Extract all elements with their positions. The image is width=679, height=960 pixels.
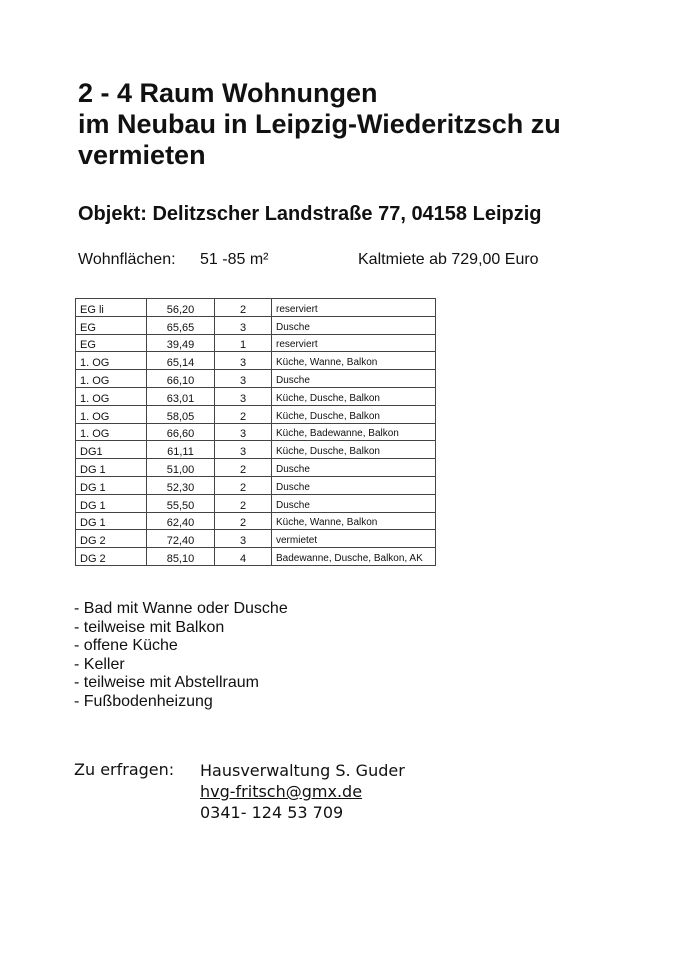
rooms-cell: 2 xyxy=(214,493,272,513)
floor-cell: 1. OG xyxy=(75,404,147,424)
rooms-cell: 2 xyxy=(214,475,272,495)
rooms-cell: 3 xyxy=(214,422,272,442)
living-area-label: Wohnflächen: xyxy=(78,251,176,268)
contact-label: Zu erfragen: xyxy=(74,760,175,779)
notes-cell: Küche, Dusche, Balkon xyxy=(271,440,436,460)
floor-cell: EG xyxy=(75,315,147,335)
rooms-cell: 4 xyxy=(214,547,272,566)
floor-cell: 1. OG xyxy=(75,351,147,371)
table-row: DG 1 51,00 2 Dusche xyxy=(75,458,436,477)
base-rent: Kaltmiete ab 729,00 Euro xyxy=(358,251,539,268)
table-row: DG 2 85,10 4 Badewanne, Dusche, Balkon, AK xyxy=(75,547,436,566)
area-cell: 72,40 xyxy=(146,529,215,549)
title-line: im Neubau in Leipzig-Wiederitzsch zu xyxy=(78,109,561,139)
area-cell: 39,49 xyxy=(146,333,215,353)
floor-cell: DG 2 xyxy=(75,547,147,566)
rooms-cell: 2 xyxy=(214,298,272,317)
table-row: 1. OG 63,01 3 Küche, Dusche, Balkon xyxy=(75,386,436,406)
table-row: EG 65,65 3 Dusche xyxy=(75,315,436,335)
object-address: Objekt: Delitzscher Landstraße 77, 04158… xyxy=(78,203,542,225)
rooms-cell: 3 xyxy=(214,529,272,549)
feature-item: - Bad mit Wanne oder Dusche xyxy=(74,600,288,617)
floor-cell: 1. OG xyxy=(75,369,147,388)
floor-cell: DG 1 xyxy=(75,511,147,531)
feature-item: - Fußbodenheizung xyxy=(74,692,213,710)
table-row: EG li 56,20 2 reserviert xyxy=(75,298,436,317)
area-cell: 65,65 xyxy=(146,315,215,335)
table-row: 1. OG 66,60 3 Küche, Badewanne, Balkon xyxy=(75,422,436,442)
table-row: EG 39,49 1 reserviert xyxy=(75,333,436,353)
contact-phone: 0341- 124 53 709 xyxy=(200,803,344,822)
notes-cell: reserviert xyxy=(271,333,436,353)
title-line: 2 - 4 Raum Wohnungen xyxy=(78,78,378,108)
table-row: DG 1 55,50 2 Dusche xyxy=(75,493,436,513)
floor-cell: 1. OG xyxy=(75,386,147,406)
contact-email-link[interactable]: hvg-fritsch@gmx.de xyxy=(200,782,363,801)
table-row: 1. OG 65,14 3 Küche, Wanne, Balkon xyxy=(75,351,436,371)
floor-cell: EG xyxy=(75,333,147,353)
table-row: DG 1 62,40 2 Küche, Wanne, Balkon xyxy=(75,511,436,531)
area-cell: 61,11 xyxy=(146,440,215,460)
notes-cell: Küche, Dusche, Balkon xyxy=(271,386,436,406)
floor-cell: DG 2 xyxy=(75,529,147,549)
rooms-cell: 2 xyxy=(214,511,272,531)
notes-cell: vermietet xyxy=(271,529,436,549)
feature-item: - Keller xyxy=(74,655,125,673)
notes-cell: Küche, Wanne, Balkon xyxy=(271,351,436,371)
notes-cell: Küche, Badewanne, Balkon xyxy=(271,422,436,442)
floor-cell: DG 1 xyxy=(75,475,147,495)
feature-list: - Bad mit Wanne oder Dusche - teilweise … xyxy=(74,600,288,711)
notes-cell: Dusche xyxy=(271,475,436,495)
table-row: DG1 61,11 3 Küche, Dusche, Balkon xyxy=(75,440,436,460)
rooms-cell: 2 xyxy=(214,404,272,424)
contact-name: Hausverwaltung S. Guder xyxy=(200,761,405,780)
feature-item: - teilweise mit Abstellraum xyxy=(74,674,259,691)
notes-cell: Dusche xyxy=(271,458,436,477)
living-area-value: 51 -85 m² xyxy=(200,251,269,268)
table-row: 1. OG 66,10 3 Dusche xyxy=(75,369,436,388)
rooms-cell: 3 xyxy=(214,386,272,406)
area-cell: 66,60 xyxy=(146,422,215,442)
rooms-cell: 3 xyxy=(214,315,272,335)
floor-cell: DG1 xyxy=(75,440,147,460)
area-cell: 62,40 xyxy=(146,511,215,531)
rooms-cell: 1 xyxy=(214,333,272,353)
page-title: 2 - 4 Raum Wohnungen im Neubau in Leipzi… xyxy=(78,78,638,171)
area-cell: 55,50 xyxy=(146,493,215,513)
floor-cell: DG 1 xyxy=(75,458,147,477)
notes-cell: Dusche xyxy=(271,369,436,388)
notes-cell: Dusche xyxy=(271,315,436,335)
notes-cell: reserviert xyxy=(271,298,436,317)
notes-cell: Badewanne, Dusche, Balkon, AK xyxy=(271,547,436,566)
area-cell: 65,14 xyxy=(146,351,215,371)
floor-cell: 1. OG xyxy=(75,422,147,442)
table-row: DG 1 52,30 2 Dusche xyxy=(75,475,436,495)
notes-cell: Küche, Dusche, Balkon xyxy=(271,404,436,424)
feature-item: - teilweise mit Balkon xyxy=(74,618,225,636)
rooms-cell: 3 xyxy=(214,351,272,371)
rooms-cell: 3 xyxy=(214,369,272,388)
notes-cell: Dusche xyxy=(271,493,436,513)
feature-item: - offene Küche xyxy=(74,637,178,654)
area-cell: 56,20 xyxy=(146,298,215,317)
rooms-cell: 2 xyxy=(214,458,272,477)
floor-cell: DG 1 xyxy=(75,493,147,513)
notes-cell: Küche, Wanne, Balkon xyxy=(271,511,436,531)
area-cell: 66,10 xyxy=(146,369,215,388)
area-cell: 63,01 xyxy=(146,386,215,406)
table-row: DG 2 72,40 3 vermietet xyxy=(75,529,436,549)
area-cell: 52,30 xyxy=(146,475,215,495)
apartment-table: EG li 56,20 2 reserviert EG 65,65 3 Dusche EG 39,… xyxy=(75,298,436,566)
area-cell: 85,10 xyxy=(146,547,215,566)
area-cell: 51,00 xyxy=(146,458,215,477)
area-cell: 58,05 xyxy=(146,404,215,424)
title-line: vermieten xyxy=(78,140,206,170)
contact-block: Hausverwaltung S. Guder hvg-fritsch@gmx.… xyxy=(200,760,405,823)
table-row: 1. OG 58,05 2 Küche, Dusche, Balkon xyxy=(75,404,436,424)
rooms-cell: 3 xyxy=(214,440,272,460)
floor-cell: EG li xyxy=(75,298,147,317)
